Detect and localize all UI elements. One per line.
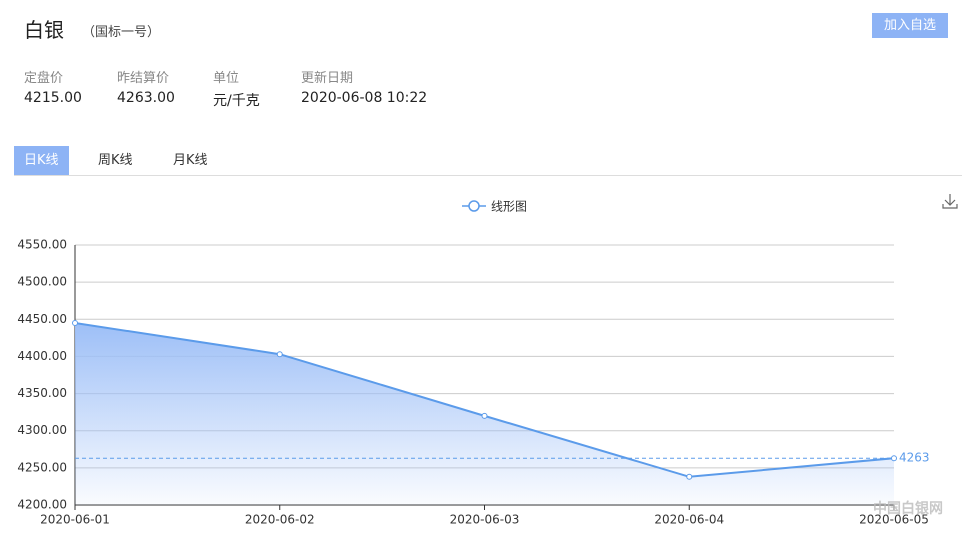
legend-marker <box>468 200 480 212</box>
info-label: 定盘价 <box>24 71 64 86</box>
title: 白银 <box>24 18 64 42</box>
tab-divider <box>14 175 962 176</box>
y-tick-label: 4500.00 <box>17 275 67 289</box>
subtitle: （国标一号） <box>82 25 161 40</box>
info-value: 元/千克 <box>213 93 260 109</box>
watermark: 中国白银网 <box>873 500 943 517</box>
tab[interactable]: 日K线 <box>14 146 69 175</box>
point <box>891 455 897 462</box>
info-value: 4215.00 <box>24 90 82 106</box>
point <box>276 351 283 358</box>
y-tick-label: 4550.00 <box>17 238 67 252</box>
info-label: 昨结算价 <box>117 71 170 86</box>
legend-label: 线形图 <box>491 200 527 214</box>
mark-line-label: 4263 <box>899 451 930 465</box>
download-icon[interactable] <box>942 194 958 209</box>
point <box>481 412 488 419</box>
info-label: 更新日期 <box>301 71 354 86</box>
info-value: 4263.00 <box>117 90 175 106</box>
x-tick-label: 2020-06-04 <box>654 513 724 527</box>
x-tick-label: 2020-06-01 <box>40 513 110 527</box>
y-tick-label: 4350.00 <box>17 386 67 400</box>
x-tick-label: 2020-06-05 <box>859 513 929 527</box>
y-tick-label: 4450.00 <box>17 312 67 326</box>
y-tick-label: 4200.00 <box>17 498 67 512</box>
tab[interactable]: 周K线 <box>98 153 133 168</box>
area <box>75 323 894 505</box>
y-tick-label: 4250.00 <box>17 460 67 474</box>
point <box>72 320 78 326</box>
x-tick-label: 2020-06-02 <box>245 513 315 527</box>
x-tick-label: 2020-06-03 <box>450 513 520 527</box>
point <box>686 473 693 480</box>
tab[interactable]: 月K线 <box>173 153 208 168</box>
info-value: 2020-06-08 10:22 <box>301 90 428 106</box>
y-tick-label: 4300.00 <box>17 423 67 437</box>
add-watchlist-button[interactable]: 加入自选 <box>872 13 948 38</box>
y-tick-label: 4400.00 <box>17 349 67 363</box>
info-label: 单位 <box>213 71 240 86</box>
